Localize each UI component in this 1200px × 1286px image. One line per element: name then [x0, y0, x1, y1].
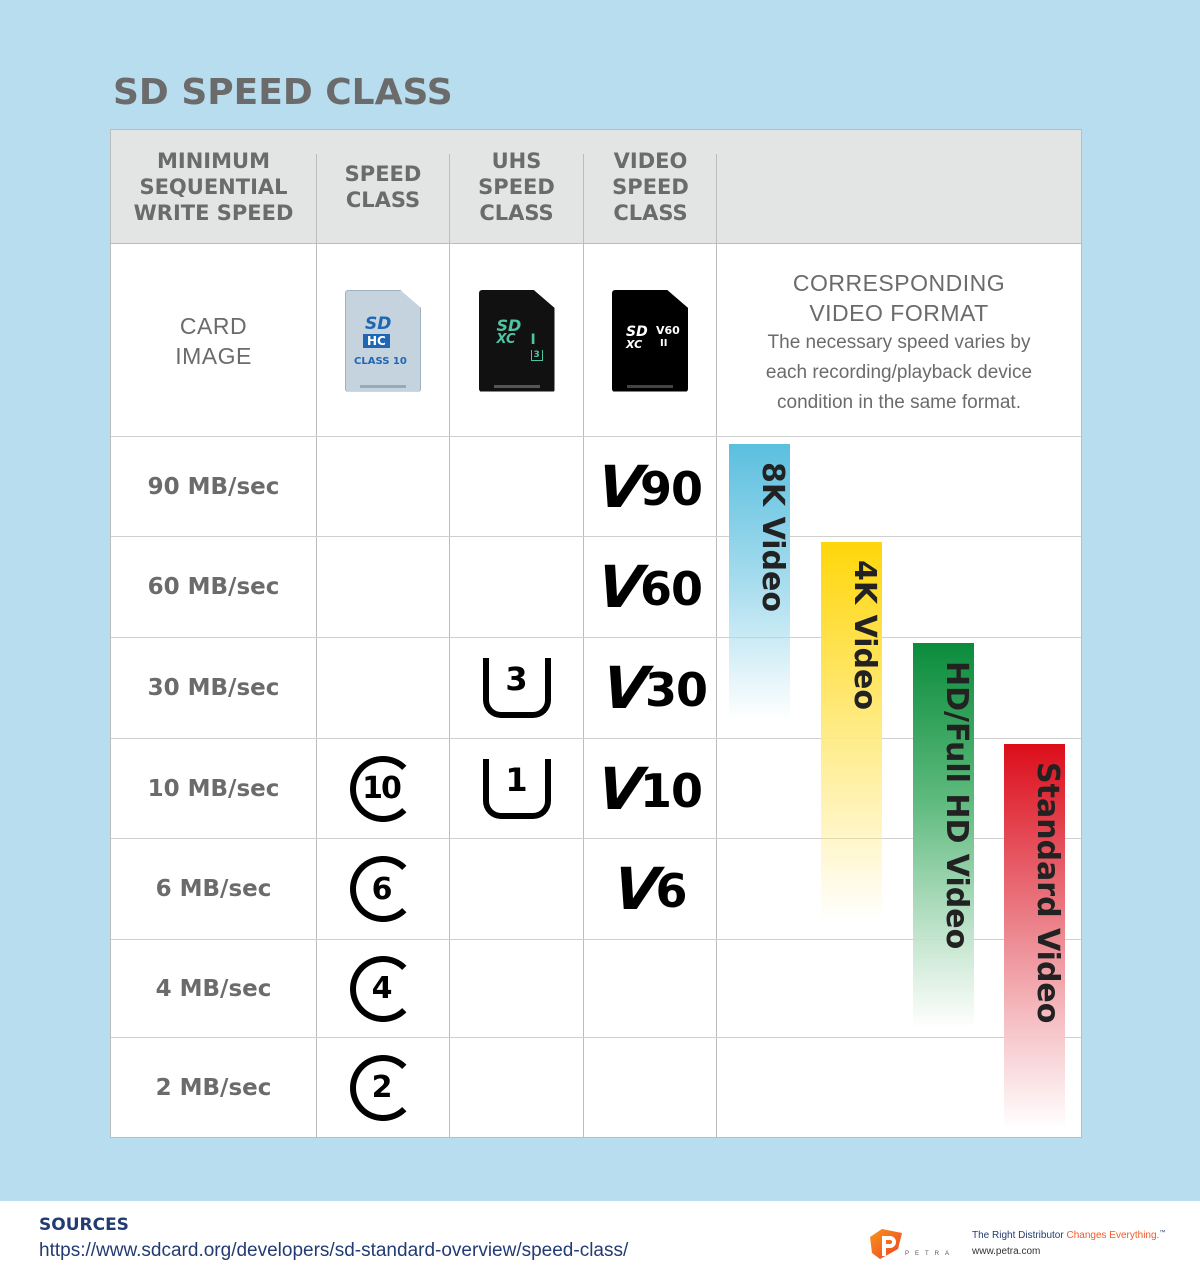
column-divider — [716, 244, 717, 1137]
class10-marking: CLASS 10 — [354, 355, 407, 367]
sources-heading: SOURCES — [39, 1215, 129, 1235]
row-divider — [111, 436, 1081, 437]
speed-class-card-cell: SD HC CLASS 10 — [317, 245, 449, 436]
petra-logo-icon — [870, 1229, 902, 1259]
column-divider — [449, 244, 450, 1137]
sdxc-uhs-i-u3-card-image: SD XC I 3 — [478, 289, 555, 392]
bar-8k-video: 8K Video — [729, 444, 790, 719]
header-divider — [716, 154, 717, 244]
table-row-2: 2 MB/sec — [111, 1038, 316, 1137]
page-title: SD SPEED CLASS — [113, 72, 453, 113]
sdxc-uhs-ii-v60-card-image: SD XC V60 II — [612, 289, 688, 392]
format-description: The necessary speed varies by each recor… — [765, 332, 1033, 413]
table-row-10: 10 MB/sec — [111, 739, 316, 838]
uhs-u3-icon: 3 — [482, 658, 551, 718]
class-4-icon: 4 — [350, 955, 416, 1022]
header-min-write-speed: MINIMUM SEQUENTIAL WRITE SPEED — [133, 149, 294, 225]
table-row-30: 30 MB/sec — [111, 638, 316, 738]
table-header: MINIMUM SEQUENTIAL WRITE SPEED SPEED CLA… — [111, 130, 1081, 244]
speed-label: 4 MB/sec — [155, 975, 272, 1002]
table-row-90: 90 MB/sec — [111, 437, 316, 536]
uhs-card-cell: SD XC I 3 — [450, 245, 583, 436]
column-divider — [583, 244, 584, 1137]
sources-link[interactable]: https://www.sdcard.org/developers/sd-sta… — [39, 1240, 629, 1261]
bar-label: 4K Video — [847, 560, 882, 710]
uhs-u1-icon: 1 — [482, 758, 551, 819]
v60-marking: V60 — [656, 323, 680, 337]
table-row-4: 4 MB/sec — [111, 940, 316, 1037]
v60-icon: V 60 — [594, 553, 702, 621]
sdxc-logo-icon: SD — [626, 323, 648, 340]
class-6-icon: 6 — [350, 856, 416, 922]
header-uhs-speed-class: UHS SPEED CLASS — [478, 149, 555, 225]
speed-label: 90 MB/sec — [147, 473, 280, 500]
bar-standard-video: Standard Video — [1004, 744, 1065, 1129]
row-divider — [111, 1037, 1081, 1038]
card-image-label-cell: CARD IMAGE — [111, 245, 316, 436]
class-10-icon: 10 — [350, 755, 416, 822]
speed-label: 6 MB/sec — [155, 876, 272, 902]
sdhc-logo-icon: SD — [365, 313, 392, 334]
v30-icon: V 30 — [599, 654, 707, 722]
speed-class-table: MINIMUM SEQUENTIAL WRITE SPEED SPEED CLA… — [110, 129, 1082, 1138]
petra-tagline: The Right Distributor Changes Everything… — [972, 1230, 1166, 1241]
table-row-60: 60 MB/sec — [111, 537, 316, 637]
video-card-cell: SD XC V60 II — [584, 245, 716, 436]
speed-label: 2 MB/sec — [155, 1074, 272, 1101]
v10-icon: V 10 — [594, 754, 702, 823]
bar-4k-video: 4K Video — [821, 542, 882, 922]
bar-label: 8K Video — [755, 462, 790, 612]
sdhc-class10-card-image: SD HC CLASS 10 — [345, 289, 421, 392]
table-row-6: 6 MB/sec — [111, 839, 316, 939]
row-divider — [111, 536, 1081, 537]
sdxc-logo-icon: SD — [496, 315, 522, 335]
card-image-label: CARD IMAGE — [175, 312, 252, 369]
video-format-heading: CORRESPONDING VIDEO FORMAT The necessary… — [717, 268, 1081, 418]
speed-label: 10 MB/sec — [147, 775, 280, 802]
row-divider — [111, 738, 1081, 739]
bar-hd-full-hd-video: HD/Full HD Video — [913, 643, 974, 1028]
column-divider — [316, 244, 317, 1137]
header-divider — [583, 154, 584, 244]
format-title: CORRESPONDING VIDEO FORMAT — [792, 270, 1006, 326]
petra-wordmark: PETRA — [905, 1251, 956, 1257]
row-divider — [111, 838, 1081, 839]
speed-label: 60 MB/sec — [147, 574, 280, 600]
header-speed-class: SPEED CLASS — [344, 162, 422, 212]
speed-label: 30 MB/sec — [147, 675, 280, 701]
u3-marking-icon: 3 — [530, 349, 543, 361]
row-divider — [111, 637, 1081, 638]
petra-website: www.petra.com — [972, 1246, 1041, 1257]
header-video-speed-class: VIDEO SPEED CLASS — [612, 149, 689, 225]
row-divider — [111, 939, 1081, 940]
bar-label: HD/Full HD Video — [939, 661, 974, 950]
bar-label: Standard Video — [1030, 762, 1065, 1024]
v90-icon: V 90 — [594, 452, 702, 521]
class-2-icon: 2 — [350, 1054, 416, 1121]
header-divider — [316, 154, 317, 244]
header-divider — [449, 154, 450, 244]
